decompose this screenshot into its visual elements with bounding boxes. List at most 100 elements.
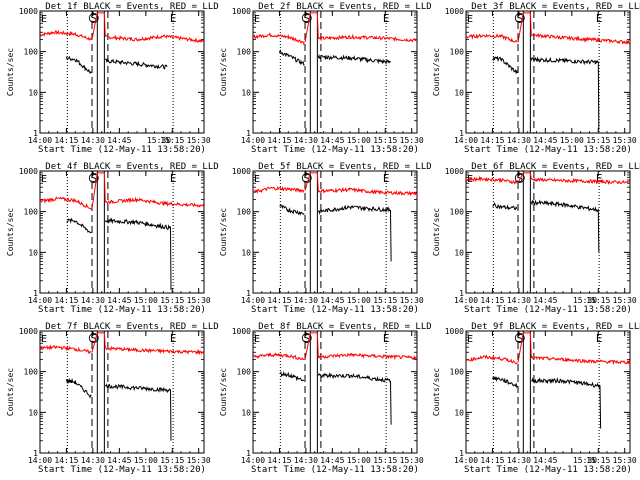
y-tick-label: 1 [33, 449, 38, 458]
y-tick-label: 10 [241, 248, 251, 257]
events-series-line [104, 217, 172, 290]
y-axis-label: Counts/sec [6, 368, 15, 416]
plot-frame [252, 10, 418, 134]
x-tick-label: 15:30 [147, 136, 171, 145]
x-tick-label: 14:00 [28, 136, 52, 145]
x-tick-label: 14:15 [54, 136, 78, 145]
lld-spike [91, 12, 106, 40]
x-tick-label: 15:15 [373, 296, 397, 305]
y-axis-label: Counts/sec [219, 48, 228, 96]
panel-title: Det 8f BLACK = Events, RED = LLD [258, 322, 431, 332]
x-axis-label: Start Time (12-May-11 13:58:20) [464, 465, 632, 475]
plot-frame [465, 330, 631, 454]
x-tick-label: 15:15 [586, 296, 610, 305]
end-marker-label: E [41, 14, 47, 25]
panel-title: Det 1f BLACK = Events, RED = LLD [45, 2, 218, 12]
events-series-line [105, 58, 168, 70]
start-marker-label: S [516, 12, 523, 25]
y-axis-label: Counts/sec [432, 368, 441, 416]
start-marker-label: S [516, 332, 523, 345]
lld-series-line [530, 355, 631, 366]
y-tick-label: 100 [450, 48, 465, 57]
plot-frame [39, 330, 205, 454]
lld-spike [517, 332, 532, 363]
detector-panel-4: Det 4f BLACK = Events, RED = LLD 1 10 100 10… [6, 162, 219, 315]
x-axis-label: Start Time (12-May-11 13:58:20) [251, 305, 419, 315]
plot-frame [465, 10, 631, 134]
plot-frame [39, 10, 205, 134]
x-tick-label: 15:15 [586, 136, 610, 145]
start-marker-label: S [90, 172, 97, 185]
x-tick-label: 14:00 [28, 296, 52, 305]
x-axis-label: Start Time (12-May-11 13:58:20) [38, 145, 206, 155]
x-tick-label: 14:45 [533, 456, 557, 465]
end-marker-label: E [383, 332, 390, 345]
end-marker-label: E [596, 332, 603, 345]
detector-panel-9: Det 9f BLACK = Events, RED = LLD 1 10 100 10… [432, 322, 640, 475]
lld-series-line [317, 33, 418, 43]
lld-series-line [465, 33, 518, 43]
start-marker-circle [88, 173, 99, 183]
x-tick-label: 15:00 [560, 136, 584, 145]
x-tick-label: 14:45 [107, 456, 131, 465]
start-marker-circle [514, 333, 525, 343]
x-tick-label: 14:15 [480, 296, 504, 305]
x-tick-label: 15:30 [187, 136, 211, 145]
y-tick-label: 1 [459, 449, 464, 458]
lld-spike [91, 172, 106, 209]
lld-series-line [39, 344, 92, 354]
end-marker-label: E [467, 14, 473, 25]
x-tick-label: 15:00 [347, 136, 371, 145]
panel-title: Det 5f BLACK = Events, RED = LLD [258, 162, 431, 172]
y-tick-label: 1000 [445, 167, 464, 176]
y-tick-label: 10 [241, 408, 251, 417]
y-axis-label: Counts/sec [219, 368, 228, 416]
start-marker-circle [301, 173, 312, 183]
lld-series-line [105, 196, 205, 209]
x-tick-label: 15:30 [613, 136, 637, 145]
lld-spike [304, 332, 319, 360]
x-tick-label: 14:00 [241, 136, 265, 145]
x-tick-label: 15:00 [134, 296, 158, 305]
start-marker-label: S [90, 12, 97, 25]
x-tick-label: 14:00 [454, 296, 478, 305]
panel-title: Det 6f BLACK = Events, RED = LLD [471, 162, 640, 172]
lld-series-line [39, 29, 92, 41]
x-tick-label: 14:15 [267, 296, 291, 305]
lld-series-line [465, 354, 518, 365]
y-tick-label: 1 [33, 129, 38, 138]
y-tick-label: 10 [28, 88, 38, 97]
y-tick-label: 1000 [19, 167, 38, 176]
panel-title: Det 4f BLACK = Events, RED = LLD [45, 162, 218, 172]
x-tick-label: 15:15 [160, 456, 184, 465]
x-tick-label: 14:30 [81, 296, 105, 305]
y-tick-label: 10 [28, 248, 38, 257]
lld-series-line [317, 352, 418, 361]
x-tick-label: 15:00 [134, 456, 158, 465]
x-tick-label: 15:30 [400, 296, 424, 305]
y-tick-label: 1 [33, 289, 38, 298]
events-series-line [492, 55, 518, 75]
end-marker-label: E [596, 12, 603, 25]
x-tick-label: 14:15 [54, 456, 78, 465]
x-tick-label: 15:30 [573, 456, 597, 465]
panel-title: Det 9f BLACK = Events, RED = LLD [471, 322, 640, 332]
x-tick-label: 14:30 [507, 456, 531, 465]
start-marker-label: S [303, 332, 310, 345]
events-series-line [279, 370, 305, 382]
events-series-line [530, 199, 600, 253]
lld-series-line [530, 177, 631, 186]
y-tick-label: 10 [454, 248, 464, 257]
x-tick-label: 14:00 [454, 456, 478, 465]
events-series-line [492, 376, 518, 389]
plot-frame [39, 170, 205, 294]
start-marker-label: S [90, 332, 97, 345]
x-tick-label: 14:45 [107, 136, 131, 145]
start-marker-circle [301, 333, 312, 343]
events-series-line [66, 55, 92, 75]
x-tick-label: 14:30 [81, 456, 105, 465]
y-tick-label: 1000 [232, 327, 251, 336]
events-series-line [279, 204, 305, 216]
lld-spike [304, 12, 319, 43]
panel-title: Det 3f BLACK = Events, RED = LLD [471, 2, 640, 12]
